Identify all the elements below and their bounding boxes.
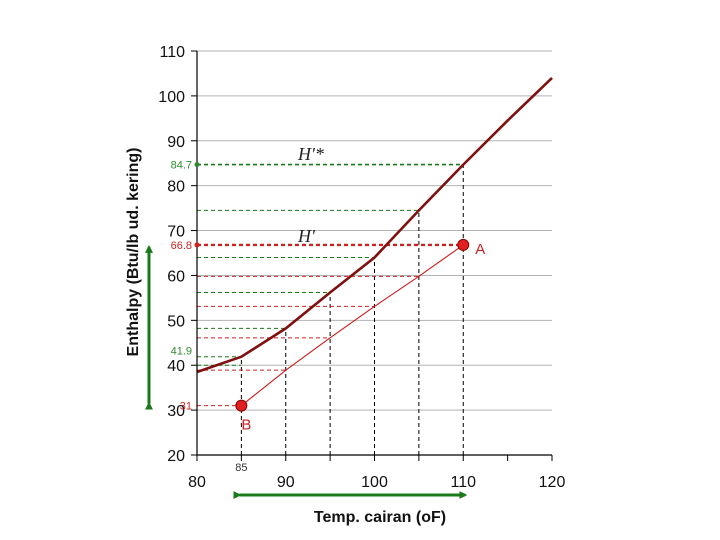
- y-tick-label: 30: [167, 403, 185, 420]
- series-layer: [196, 76, 553, 407]
- x-tick-label: 120: [539, 474, 566, 491]
- tick-labels: 20 30 40 50 60 70 80 90 100 110 80 90 100 110 120: [158, 44, 565, 491]
- y-tick-label: 100: [158, 89, 185, 106]
- y-marker-label: 66.8: [171, 240, 192, 252]
- guide-lines: [197, 163, 464, 455]
- y-tick-label: 40: [167, 358, 185, 375]
- plot-background: [197, 51, 552, 455]
- x-axis-label: Temp. cairan (oF): [314, 509, 446, 526]
- point-a: [457, 238, 470, 251]
- y-axis-label: Enthalpy (Btu/lb ud. kering): [125, 148, 142, 357]
- y-marker-label: 31: [180, 401, 192, 413]
- point-label-a: A: [475, 241, 485, 258]
- y-tick-label: 90: [167, 134, 185, 151]
- x-marker-label: 85: [235, 462, 247, 474]
- y-tick-label: 80: [167, 179, 185, 196]
- x-tick-label: 100: [361, 474, 388, 491]
- marker-labels: 84.7 66.8 41.9 31 85: [171, 160, 248, 474]
- point-b: [235, 399, 248, 412]
- h-label: H': [297, 226, 316, 246]
- y-marker-dot: [194, 242, 200, 248]
- x-tick-label: 110: [450, 474, 476, 491]
- series-line-h: [241, 244, 464, 407]
- point-label-b: B: [241, 417, 251, 434]
- arrows: [145, 244, 468, 499]
- hstar-label: H'*: [297, 144, 324, 164]
- y-marker-dot: [194, 162, 200, 168]
- y-tick-label: 60: [167, 268, 185, 285]
- y-tick-label: 110: [159, 44, 185, 61]
- plot-area: [197, 51, 552, 455]
- x-tick-label: 90: [277, 474, 295, 491]
- points-layer: AB: [235, 238, 485, 434]
- series-line-hstar: [196, 76, 553, 374]
- y-marker-label: 84.7: [171, 160, 192, 172]
- gridlines: [197, 50, 552, 411]
- x-tick-label: 80: [188, 474, 206, 491]
- y-tick-label: 50: [167, 313, 185, 330]
- y-tick-label: 70: [167, 224, 185, 241]
- y-marker-label: 41.9: [171, 346, 192, 358]
- y-tick-label: 20: [167, 448, 185, 465]
